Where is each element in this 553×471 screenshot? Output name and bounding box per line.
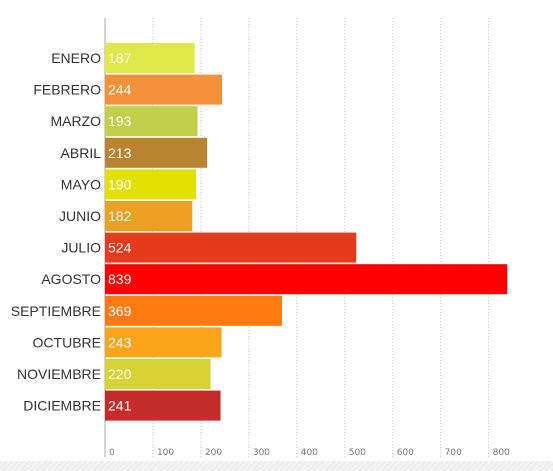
scroll-area-strip xyxy=(0,461,553,471)
x-tick-label: 0 xyxy=(109,448,115,458)
bar-value-label: 220 xyxy=(108,366,132,382)
bar xyxy=(105,106,198,137)
bar xyxy=(105,74,222,105)
x-tick-label: 300 xyxy=(253,448,270,458)
bar-value-label: 193 xyxy=(108,113,132,129)
bars xyxy=(105,43,508,421)
bar-value-label: 369 xyxy=(108,303,132,319)
category-label: AGOSTO xyxy=(41,271,101,287)
bar-value-label: 243 xyxy=(108,334,132,350)
x-tick-label: 600 xyxy=(397,448,414,458)
category-label: ENERO xyxy=(51,50,101,66)
category-label: MAYO xyxy=(61,176,101,192)
bar xyxy=(105,359,211,389)
bar xyxy=(105,264,508,295)
x-tick-label: 800 xyxy=(493,448,510,458)
bar-value-label: 241 xyxy=(108,398,132,414)
x-tick-label: 700 xyxy=(445,448,462,458)
bar xyxy=(105,295,282,326)
bar-value-label: 182 xyxy=(108,208,132,224)
category-label: JULIO xyxy=(61,240,101,256)
bar-value-label: 213 xyxy=(108,145,132,161)
x-tick-label: 100 xyxy=(157,448,174,458)
bar xyxy=(105,43,195,73)
category-label: FEBRERO xyxy=(33,82,101,98)
category-label: JUNIO xyxy=(59,208,101,224)
labels: 0 100 200 300 400 500 600 700 800 187 ENERO 244 FEBR… xyxy=(11,50,510,458)
bar-value-label: 244 xyxy=(108,82,132,98)
bar-value-label: 839 xyxy=(108,271,132,287)
bar-value-label: 187 xyxy=(108,50,132,66)
bar xyxy=(105,390,221,421)
category-label: OCTUBRE xyxy=(33,334,101,350)
x-tick-label: 500 xyxy=(349,448,366,458)
bar-value-label: 524 xyxy=(108,240,132,256)
bar-value-label: 190 xyxy=(108,176,132,192)
bar xyxy=(105,232,357,263)
x-tick-label: 400 xyxy=(301,448,318,458)
bar xyxy=(105,137,208,168)
category-label: SEPTIEMBRE xyxy=(11,303,101,319)
category-label: ABRIL xyxy=(61,145,102,161)
x-tick-label: 200 xyxy=(205,448,222,458)
bar xyxy=(105,201,193,231)
category-label: DICIEMBRE xyxy=(23,398,101,414)
bar xyxy=(105,169,197,200)
category-label: NOVIEMBRE xyxy=(17,366,101,382)
category-label: MARZO xyxy=(50,113,101,129)
bar xyxy=(105,327,222,358)
